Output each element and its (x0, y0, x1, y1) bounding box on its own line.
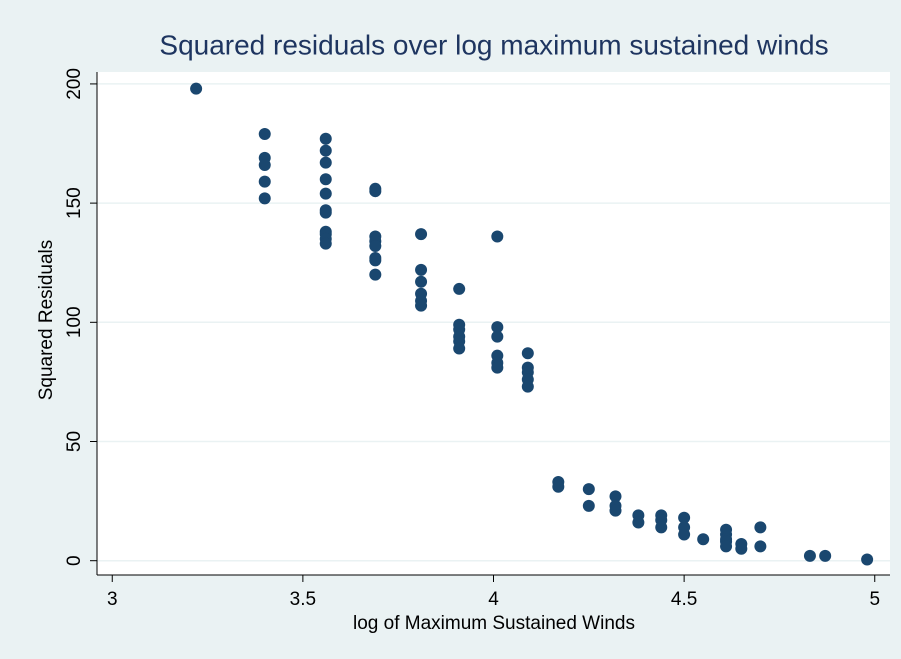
point (258, 192, 271, 205)
point (258, 158, 271, 171)
point (678, 511, 691, 524)
x-tick-label: 5 (869, 589, 880, 610)
point (415, 299, 428, 312)
point (258, 175, 271, 188)
point (720, 540, 733, 553)
point (319, 237, 332, 250)
y-tick-label: 200 (64, 68, 85, 100)
point (632, 516, 645, 529)
point (369, 185, 382, 198)
point (319, 173, 332, 186)
point (803, 549, 816, 562)
point (521, 347, 534, 360)
point (491, 361, 504, 374)
x-tick-label: 3.5 (290, 589, 316, 610)
point (319, 187, 332, 200)
point (861, 553, 874, 566)
point (655, 521, 668, 534)
y-tick-label: 0 (64, 555, 85, 566)
x-tick-label: 4.5 (671, 589, 697, 610)
point (369, 254, 382, 267)
point (453, 342, 466, 355)
point (369, 268, 382, 281)
point (819, 549, 832, 562)
point (735, 542, 748, 555)
point (190, 82, 203, 95)
point (697, 533, 710, 546)
x-tick-label: 4 (488, 589, 499, 610)
y-axis-label: Squared Residuals (36, 240, 57, 401)
point (319, 206, 332, 219)
y-tick-label: 150 (64, 187, 85, 219)
point (552, 480, 565, 493)
y-tick-label: 100 (64, 306, 85, 338)
point (319, 132, 332, 145)
point (491, 230, 504, 243)
point (521, 380, 534, 393)
point (319, 144, 332, 157)
point (609, 490, 622, 503)
point (609, 504, 622, 517)
point (491, 330, 504, 343)
point (754, 521, 767, 534)
point (415, 263, 428, 276)
x-tick-label: 3 (107, 589, 118, 610)
point (258, 127, 271, 140)
x-axis-label: log of Maximum Sustained Winds (353, 613, 635, 634)
point (582, 483, 595, 496)
point (582, 499, 595, 512)
point (754, 540, 767, 553)
point (369, 240, 382, 253)
point (678, 528, 691, 541)
chart-title: Squared residuals over log maximum susta… (159, 29, 828, 60)
point (453, 282, 466, 295)
point (319, 156, 332, 169)
y-tick-label: 50 (64, 431, 85, 452)
point (491, 321, 504, 334)
point (415, 275, 428, 288)
point (415, 228, 428, 241)
